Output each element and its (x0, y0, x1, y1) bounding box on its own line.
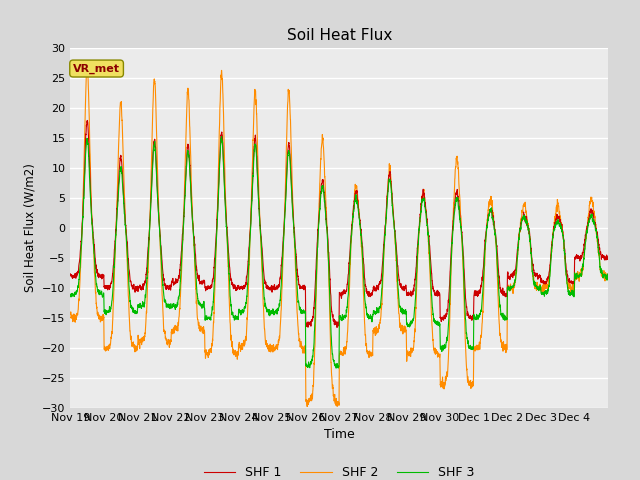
SHF 1 (178, 242, 186, 248)
SHF 3 (527, 251, 535, 256)
SHF 2 (388, 192, 396, 198)
X-axis label: Time: Time (324, 429, 355, 442)
SHF 1 (527, 246, 535, 252)
SHF 2 (604, 272, 612, 277)
SHF 3 (487, 207, 495, 213)
SHF 1 (388, 192, 396, 198)
SHF 3 (178, 252, 186, 257)
SHF 2 (83, 59, 91, 65)
SHF 3 (513, 258, 521, 264)
Legend: SHF 1, SHF 2, SHF 3: SHF 1, SHF 2, SHF 3 (199, 461, 479, 480)
Title: Soil Heat Flux: Soil Heat Flux (287, 28, 392, 43)
SHF 3 (359, 264, 367, 270)
SHF 2 (178, 256, 186, 262)
SHF 3 (388, 201, 396, 207)
SHF 1 (513, 249, 521, 255)
SHF 1 (487, 207, 495, 213)
Line: SHF 2: SHF 2 (70, 62, 608, 407)
SHF 1 (67, 271, 74, 277)
SHF 2 (67, 311, 74, 316)
SHF 3 (604, 273, 612, 279)
SHF 3 (332, 365, 340, 371)
SHF 1 (359, 256, 367, 262)
SHF 2 (303, 404, 311, 409)
SHF 2 (359, 285, 367, 290)
SHF 2 (527, 249, 535, 254)
SHF 3 (67, 293, 74, 299)
Line: SHF 3: SHF 3 (70, 137, 608, 368)
SHF 1 (83, 118, 91, 123)
SHF 3 (218, 134, 225, 140)
Y-axis label: Soil Heat Flux (W/m2): Soil Heat Flux (W/m2) (24, 164, 36, 292)
Text: VR_met: VR_met (73, 63, 120, 73)
SHF 1 (333, 324, 341, 330)
SHF 2 (487, 195, 495, 201)
Line: SHF 1: SHF 1 (70, 120, 608, 327)
SHF 1 (604, 253, 612, 259)
SHF 2 (513, 256, 521, 262)
